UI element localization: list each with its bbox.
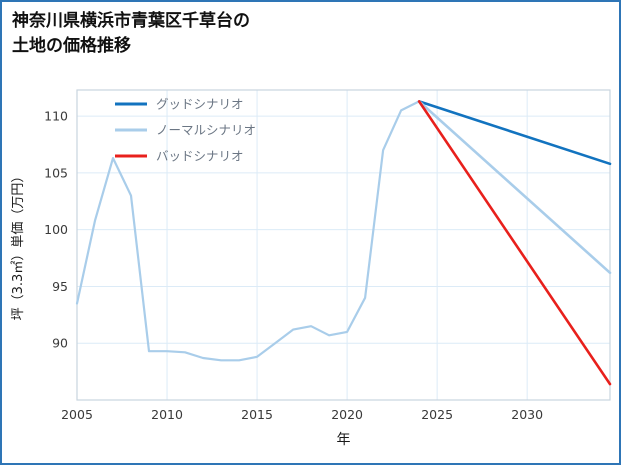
- x-axis-label: 年: [337, 432, 351, 448]
- plot-border: [76, 89, 611, 401]
- chart-title-line1: 神奈川県横浜市青葉区千草台の: [12, 11, 250, 31]
- y-tick-label: 100: [44, 222, 68, 237]
- x-tick-label: 2025: [421, 407, 453, 422]
- x-tick-label: 2010: [151, 407, 183, 422]
- y-tick-label: 90: [52, 336, 68, 351]
- legend-label-bad: バッドシナリオ: [156, 149, 244, 164]
- page-title: 神奈川県横浜市青葉区千草台の 土地の価格推移: [12, 9, 250, 58]
- x-tick-label: 2030: [511, 407, 543, 422]
- y-tick-label: 95: [52, 279, 68, 294]
- series-scenario-bad: [417, 100, 612, 386]
- legend-label-normal: ノーマルシナリオ: [156, 123, 256, 138]
- y-tick-label: 110: [44, 109, 68, 124]
- series-scenario-good: [417, 100, 612, 166]
- x-tick-label: 2015: [241, 407, 273, 422]
- series-scenario-normal: [417, 100, 612, 275]
- chart-title-line2: 土地の価格推移: [12, 35, 131, 56]
- y-tick-label: 105: [44, 165, 68, 180]
- legend-label-good: グッドシナリオ: [156, 97, 244, 112]
- y-axis-label: 坪（3.3㎡）単価（万円）: [10, 170, 26, 321]
- series-history-normal: [75, 100, 421, 362]
- x-tick-label: 2020: [331, 407, 363, 422]
- x-tick-label: 2005: [61, 407, 93, 422]
